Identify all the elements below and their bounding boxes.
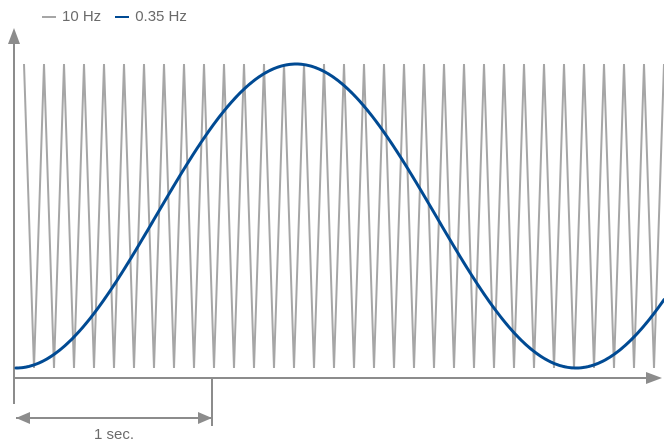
one-second-right-arrow <box>198 412 212 424</box>
series-0-35hz <box>14 62 664 370</box>
legend-item-0-35hz: 0.35 Hz <box>115 8 187 25</box>
one-second-annotation <box>16 378 213 426</box>
series-0-35hz-line <box>14 62 664 370</box>
legend-label-10hz: 10 Hz <box>62 8 102 25</box>
legend-label-0-35hz: 0.35 Hz <box>135 8 187 25</box>
one-second-left-arrow <box>16 412 30 424</box>
one-second-label: 1 sec. <box>93 426 135 443</box>
x-axis-arrow <box>646 372 662 384</box>
legend: 10 Hz 0.35 Hz <box>42 8 187 25</box>
axes <box>8 28 662 404</box>
series-10hz <box>23 63 664 369</box>
legend-item-10hz: 10 Hz <box>42 8 101 25</box>
y-axis-arrow <box>8 28 20 44</box>
legend-swatch-0-35hz <box>115 15 130 18</box>
series-10hz-line <box>23 63 664 369</box>
legend-swatch-10hz <box>42 15 56 18</box>
